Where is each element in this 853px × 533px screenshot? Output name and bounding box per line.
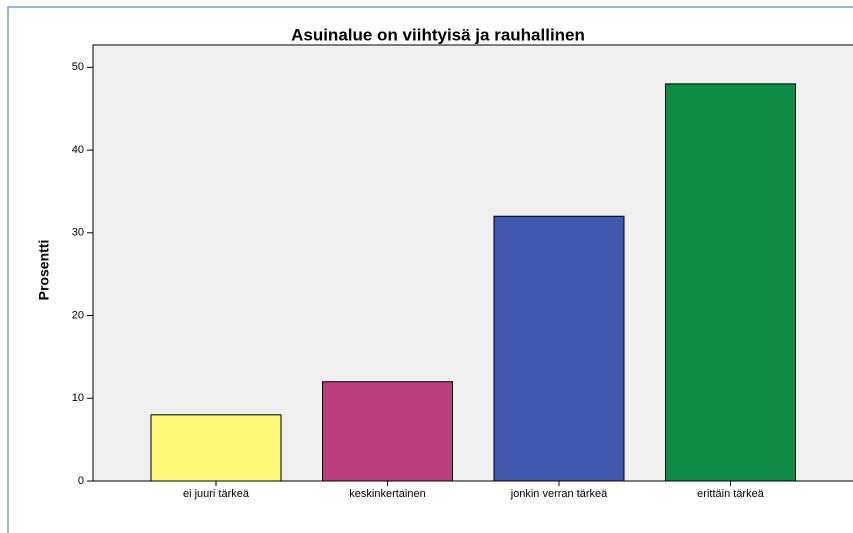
bar [150, 414, 282, 482]
bar [665, 83, 796, 482]
x-tick-label: keskinkertainen [349, 488, 425, 500]
bar [322, 381, 453, 482]
y-tick-label: 30 [72, 227, 84, 239]
x-tick-label: jonkin verran tärkeä [510, 488, 608, 500]
y-tick-label: 10 [72, 392, 84, 404]
y-tick-label: 0 [78, 475, 84, 487]
x-tick-label: erittäin tärkeä [697, 488, 765, 500]
x-tick-label: ei juuri tärkeä [183, 488, 250, 500]
y-tick-label: 40 [72, 144, 84, 156]
chart-title: Asuinalue on viihtyisä ja rauhallinen [291, 25, 585, 44]
y-axis-label: Prosentti [36, 240, 52, 301]
bar [493, 215, 625, 482]
y-tick-label: 20 [72, 309, 84, 321]
y-tick-label: 50 [72, 61, 84, 73]
